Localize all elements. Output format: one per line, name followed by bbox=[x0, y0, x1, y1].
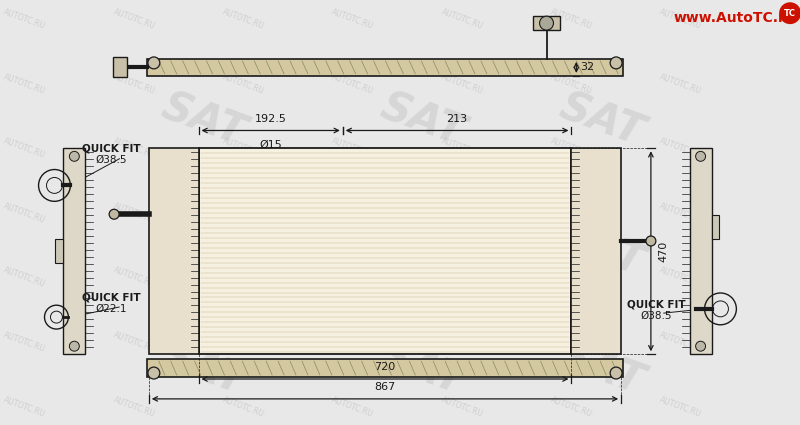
Bar bbox=[147, 59, 623, 76]
Text: AUTOTC.RU: AUTOTC.RU bbox=[221, 331, 266, 354]
Text: AUTOTC.RU: AUTOTC.RU bbox=[221, 7, 266, 31]
Text: AUTOTC.RU: AUTOTC.RU bbox=[221, 72, 266, 96]
Text: AUTOTC.RU: AUTOTC.RU bbox=[112, 395, 156, 419]
Text: AUTOTC.RU: AUTOTC.RU bbox=[550, 331, 594, 354]
Text: AUTOTC.RU: AUTOTC.RU bbox=[440, 201, 484, 225]
Text: 867: 867 bbox=[374, 382, 396, 392]
Bar bbox=[690, 148, 711, 354]
Text: QUICK FIT: QUICK FIT bbox=[82, 143, 141, 153]
Circle shape bbox=[109, 209, 119, 219]
Text: SAT: SAT bbox=[374, 86, 470, 155]
Text: AUTOTC.RU: AUTOTC.RU bbox=[2, 7, 46, 31]
Circle shape bbox=[610, 367, 622, 379]
Text: AUTOTC.RU: AUTOTC.RU bbox=[658, 331, 703, 354]
Text: AUTOTC.RU: AUTOTC.RU bbox=[550, 72, 594, 96]
Text: SAT: SAT bbox=[554, 86, 649, 155]
Text: SAT: SAT bbox=[156, 215, 251, 284]
Bar bbox=[571, 148, 621, 354]
Text: Ø22.1: Ø22.1 bbox=[95, 303, 127, 313]
Text: QUICK FIT: QUICK FIT bbox=[82, 292, 141, 303]
Text: AUTOTC.RU: AUTOTC.RU bbox=[2, 266, 46, 289]
Text: AUTOTC.RU: AUTOTC.RU bbox=[330, 331, 375, 354]
Text: 720: 720 bbox=[374, 362, 396, 372]
Text: AUTOTC.RU: AUTOTC.RU bbox=[550, 7, 594, 31]
Bar bbox=[198, 148, 571, 354]
Text: AUTOTC.RU: AUTOTC.RU bbox=[330, 7, 375, 31]
Text: AUTOTC.RU: AUTOTC.RU bbox=[658, 137, 703, 160]
Text: AUTOTC.RU: AUTOTC.RU bbox=[112, 137, 156, 160]
Text: AUTOTC.RU: AUTOTC.RU bbox=[112, 331, 156, 354]
Text: AUTOTC.RU: AUTOTC.RU bbox=[2, 331, 46, 354]
Text: AUTOTC.RU: AUTOTC.RU bbox=[440, 72, 484, 96]
Circle shape bbox=[148, 57, 160, 69]
Bar bbox=[149, 148, 198, 354]
Text: AUTOTC.RU: AUTOTC.RU bbox=[112, 201, 156, 225]
Text: Ø15: Ø15 bbox=[259, 139, 282, 150]
Text: AUTOTC.RU: AUTOTC.RU bbox=[550, 266, 594, 289]
Text: SAT: SAT bbox=[554, 215, 649, 284]
Text: AUTOTC.RU: AUTOTC.RU bbox=[330, 395, 375, 419]
Text: AUTOTC.RU: AUTOTC.RU bbox=[658, 201, 703, 225]
Text: AUTOTC.RU: AUTOTC.RU bbox=[330, 266, 375, 289]
Text: AUTOTC.RU: AUTOTC.RU bbox=[440, 7, 484, 31]
Text: AUTOTC.RU: AUTOTC.RU bbox=[330, 137, 375, 160]
Bar bbox=[147, 359, 623, 377]
Text: AUTOTC.RU: AUTOTC.RU bbox=[440, 266, 484, 289]
Text: SAT: SAT bbox=[374, 215, 470, 284]
Bar bbox=[55, 239, 63, 263]
Text: AUTOTC.RU: AUTOTC.RU bbox=[221, 137, 266, 160]
Text: 213: 213 bbox=[446, 113, 468, 124]
Text: Ø38.5: Ø38.5 bbox=[95, 154, 127, 164]
Text: SAT: SAT bbox=[554, 334, 649, 404]
Text: SAT: SAT bbox=[156, 334, 251, 404]
Text: SAT: SAT bbox=[156, 86, 251, 155]
Text: AUTOTC.RU: AUTOTC.RU bbox=[440, 331, 484, 354]
Text: SAT: SAT bbox=[374, 334, 470, 404]
Text: AUTOTC.RU: AUTOTC.RU bbox=[658, 266, 703, 289]
Bar bbox=[533, 16, 561, 30]
Text: AUTOTC.RU: AUTOTC.RU bbox=[112, 72, 156, 96]
Text: Ø38.5: Ø38.5 bbox=[640, 310, 672, 320]
Text: www.AutoTC.ru: www.AutoTC.ru bbox=[674, 11, 795, 25]
Text: AUTOTC.RU: AUTOTC.RU bbox=[221, 201, 266, 225]
Text: TC: TC bbox=[784, 8, 796, 18]
Text: AUTOTC.RU: AUTOTC.RU bbox=[658, 72, 703, 96]
Text: 192.5: 192.5 bbox=[254, 113, 286, 124]
Text: AUTOTC.RU: AUTOTC.RU bbox=[550, 395, 594, 419]
Bar bbox=[711, 215, 719, 238]
Circle shape bbox=[70, 341, 79, 351]
Text: AUTOTC.RU: AUTOTC.RU bbox=[330, 72, 375, 96]
Circle shape bbox=[610, 57, 622, 69]
Circle shape bbox=[539, 16, 554, 30]
Text: QUICK FIT: QUICK FIT bbox=[626, 300, 685, 309]
Text: AUTOTC.RU: AUTOTC.RU bbox=[112, 266, 156, 289]
Text: AUTOTC.RU: AUTOTC.RU bbox=[550, 137, 594, 160]
Bar bbox=[113, 57, 127, 77]
Text: AUTOTC.RU: AUTOTC.RU bbox=[112, 7, 156, 31]
Text: AUTOTC.RU: AUTOTC.RU bbox=[550, 201, 594, 225]
Text: AUTOTC.RU: AUTOTC.RU bbox=[440, 137, 484, 160]
Circle shape bbox=[696, 341, 706, 351]
Text: AUTOTC.RU: AUTOTC.RU bbox=[221, 266, 266, 289]
Text: AUTOTC.RU: AUTOTC.RU bbox=[2, 72, 46, 96]
Text: AUTOTC.RU: AUTOTC.RU bbox=[2, 137, 46, 160]
Text: 470: 470 bbox=[659, 241, 669, 262]
Text: AUTOTC.RU: AUTOTC.RU bbox=[330, 201, 375, 225]
Text: AUTOTC.RU: AUTOTC.RU bbox=[2, 201, 46, 225]
Circle shape bbox=[779, 2, 800, 24]
Circle shape bbox=[646, 236, 656, 246]
Text: AUTOTC.RU: AUTOTC.RU bbox=[221, 395, 266, 419]
Text: AUTOTC.RU: AUTOTC.RU bbox=[658, 7, 703, 31]
Text: AUTOTC.RU: AUTOTC.RU bbox=[2, 395, 46, 419]
Text: AUTOTC.RU: AUTOTC.RU bbox=[440, 395, 484, 419]
Bar bbox=[63, 148, 86, 354]
Circle shape bbox=[148, 367, 160, 379]
Text: AUTOTC.RU: AUTOTC.RU bbox=[658, 395, 703, 419]
Circle shape bbox=[70, 151, 79, 162]
Text: 32: 32 bbox=[580, 62, 594, 72]
Circle shape bbox=[696, 151, 706, 162]
